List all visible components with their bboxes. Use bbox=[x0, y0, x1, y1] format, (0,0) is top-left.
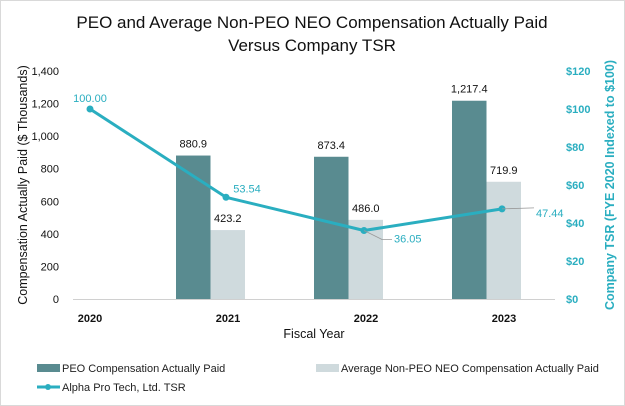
data-label-peo: 1,217.4 bbox=[451, 84, 488, 96]
x-tick-label: 2023 bbox=[492, 313, 516, 325]
x-tick-label: 2020 bbox=[78, 313, 102, 325]
data-label-tsr: 100.00 bbox=[73, 93, 107, 105]
y-tick-label: 600 bbox=[41, 196, 59, 208]
bar-peo bbox=[314, 156, 349, 299]
bar-peo bbox=[452, 100, 487, 299]
x-tick-label: 2022 bbox=[354, 313, 378, 325]
data-label-peo: 873.4 bbox=[317, 140, 345, 152]
bar-non-peo bbox=[210, 230, 245, 299]
y-tick-label: 800 bbox=[41, 164, 59, 176]
x-axis-title: Fiscal Year bbox=[283, 327, 344, 341]
y2-tick-label: $40 bbox=[566, 218, 584, 230]
bar-peo bbox=[176, 155, 211, 299]
legend-label-non-peo: Average Non-PEO NEO Compensation Actuall… bbox=[341, 363, 599, 375]
data-label-tsr: 36.05 bbox=[394, 234, 422, 246]
legend-swatch-peo bbox=[37, 364, 60, 372]
chart-title-line-2: Versus Company TSR bbox=[228, 36, 396, 55]
y2-tick-label: $20 bbox=[566, 256, 584, 268]
y-tick-label: 0 bbox=[53, 294, 59, 306]
y2-tick-label: $100 bbox=[566, 104, 590, 116]
y-tick-label: 400 bbox=[41, 229, 59, 241]
data-label-peo: 880.9 bbox=[179, 139, 207, 151]
chart-title-line-1: PEO and Average Non-PEO NEO Compensation… bbox=[76, 13, 547, 32]
y-tick-label: 1,200 bbox=[31, 99, 59, 111]
tsr-point bbox=[222, 193, 230, 201]
y-tick-label: 200 bbox=[41, 261, 59, 273]
data-label-non-peo: 423.2 bbox=[214, 213, 242, 225]
y2-tick-label: $60 bbox=[566, 180, 584, 192]
y-axis-title: Compensation Actually Paid ($ Thousands) bbox=[16, 65, 30, 305]
tsr-label-leader-line bbox=[363, 230, 392, 240]
data-label-tsr: 53.54 bbox=[233, 183, 261, 195]
legend-label-peo: PEO Compensation Actually Paid bbox=[62, 363, 225, 375]
y2-tick-label: $120 bbox=[566, 66, 590, 78]
x-tick-label: 2021 bbox=[216, 313, 240, 325]
data-label-non-peo: 719.9 bbox=[490, 165, 518, 177]
y2-tick-label: $0 bbox=[566, 294, 578, 306]
tsr-point bbox=[86, 105, 94, 113]
y2-tick-label: $80 bbox=[566, 142, 584, 154]
y-tick-label: 1,000 bbox=[31, 131, 59, 143]
y-tick-label: 1,400 bbox=[31, 66, 59, 78]
tsr-line bbox=[89, 107, 503, 233]
legend-swatch-tsr-marker bbox=[45, 384, 51, 390]
y2-axis-title: Company TSR (FYE 2020 Indexed to $100) bbox=[603, 60, 617, 310]
legend-swatch-non-peo bbox=[316, 364, 339, 372]
legend-label-tsr: Alpha Pro Tech, Ltd. TSR bbox=[62, 382, 186, 394]
data-label-non-peo: 486.0 bbox=[352, 203, 380, 215]
data-label-tsr: 47.44 bbox=[536, 208, 564, 220]
tsr-label-leader-line bbox=[501, 207, 535, 210]
bar-non-peo bbox=[486, 181, 521, 299]
